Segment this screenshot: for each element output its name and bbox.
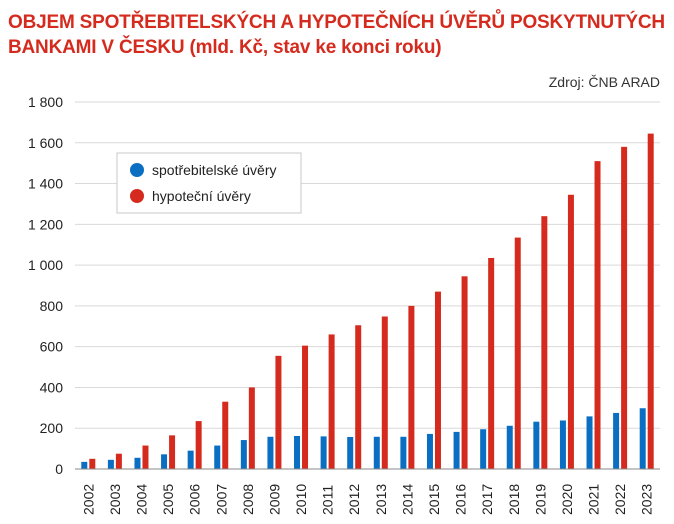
- x-tick-label: 2019: [532, 484, 548, 515]
- x-tick-label: 2005: [160, 484, 176, 515]
- bars: [81, 133, 654, 469]
- bar-hypotecni-2010: [302, 345, 309, 469]
- x-tick-label: 2003: [107, 484, 123, 515]
- x-tick-label: 2023: [639, 484, 655, 515]
- bar-hypotecni-2002: [89, 458, 96, 469]
- y-tick-label: 1 800: [28, 94, 63, 110]
- y-tick-label: 800: [40, 298, 64, 314]
- x-tick-label: 2017: [479, 484, 495, 515]
- bar-spotrebitelske-2022: [613, 412, 620, 469]
- bar-spotrebitelske-2013: [373, 436, 380, 469]
- x-tick-label: 2007: [213, 484, 229, 515]
- bar-hypotecni-2013: [381, 316, 388, 469]
- x-tick-label: 2020: [559, 484, 575, 515]
- bar-spotrebitelske-2018: [506, 425, 513, 469]
- y-tick-label: 400: [40, 379, 64, 395]
- x-tick-label: 2004: [133, 484, 149, 515]
- x-tick-label: 2010: [293, 484, 309, 515]
- legend-marker-hypotecni: [130, 189, 144, 203]
- y-tick-label: 0: [55, 461, 63, 477]
- bar-hypotecni-2006: [195, 421, 202, 469]
- x-axis-ticks: 2002 2003 2004 2005 2006 2007 2008 2009 2010 2011…: [80, 484, 654, 515]
- x-tick-label: 2008: [240, 484, 256, 515]
- bar-spotrebitelske-2021: [586, 416, 593, 469]
- x-tick-label: 2013: [373, 484, 389, 515]
- x-tick-label: 2012: [346, 484, 362, 515]
- bar-hypotecni-2018: [514, 237, 521, 469]
- bar-hypotecni-2019: [541, 216, 548, 469]
- legend-box: [116, 152, 302, 214]
- bar-hypotecni-2017: [488, 257, 495, 469]
- x-tick-label: 2009: [266, 484, 282, 515]
- bar-spotrebitelske-2007: [214, 445, 221, 469]
- bar-spotrebitelske-2009: [267, 436, 274, 469]
- bar-hypotecni-2009: [275, 355, 282, 469]
- x-tick-label: 2014: [399, 484, 415, 515]
- x-tick-label: 2015: [426, 484, 442, 515]
- y-axis-ticks: 0 200 400 600 800 1 000 1 200 1 400 1 600 1 800: [28, 94, 63, 477]
- bar-spotrebitelske-2010: [294, 435, 301, 469]
- x-tick-label: 2021: [586, 484, 602, 515]
- bar-spotrebitelske-2011: [320, 436, 327, 469]
- bar-hypotecni-2021: [594, 161, 601, 469]
- x-tick-label: 2018: [506, 484, 522, 515]
- bar-hypotecni-2023: [647, 133, 654, 469]
- bar-spotrebitelske-2016: [453, 431, 460, 469]
- bar-hypotecni-2005: [169, 435, 176, 469]
- x-tick-label: 2022: [612, 484, 628, 515]
- x-tick-label: 2011: [320, 485, 336, 515]
- x-tick-label: 2006: [187, 484, 203, 515]
- bar-spotrebitelske-2014: [400, 436, 407, 469]
- bar-hypotecni-2015: [434, 291, 441, 469]
- legend-label-hypotecni: hypoteční úvěry: [152, 188, 251, 204]
- bar-spotrebitelske-2023: [639, 408, 646, 469]
- chart-title-line-1: OBJEM SPOTŘEBITELSKÝCH A HYPOTEČNÍCH ÚVĚ…: [8, 12, 665, 33]
- x-tick-label: 2002: [80, 484, 96, 515]
- chart-title-line-2: BANKAMI V ČESKU (mld. Kč, stav ke konci …: [8, 37, 442, 58]
- legend: spotřebitelské úvěry hypoteční úvěry: [116, 152, 302, 214]
- bar-hypotecni-2020: [567, 194, 574, 469]
- y-tick-label: 1 000: [28, 257, 63, 273]
- bar-spotrebitelske-2015: [426, 433, 433, 469]
- bar-spotrebitelske-2019: [533, 421, 540, 469]
- y-tick-label: 1 600: [28, 135, 63, 151]
- bar-hypotecni-2016: [461, 276, 468, 469]
- bar-hypotecni-2014: [408, 305, 415, 469]
- x-tick-label: 2016: [453, 484, 469, 515]
- bar-hypotecni-2004: [142, 445, 149, 469]
- bar-hypotecni-2022: [621, 146, 628, 469]
- chart-title: OBJEM SPOTŘEBITELSKÝCH A HYPOTEČNÍCH ÚVĚ…: [8, 10, 668, 60]
- bar-hypotecni-2008: [248, 387, 255, 469]
- bar-spotrebitelske-2002: [81, 461, 88, 469]
- source-note: Zdroj: ČNB ARAD: [548, 74, 660, 90]
- bar-hypotecni-2011: [328, 334, 335, 469]
- bar-spotrebitelske-2008: [240, 440, 247, 469]
- y-tick-label: 1 200: [28, 216, 63, 232]
- y-tick-label: 1 400: [28, 176, 63, 192]
- bar-spotrebitelske-2017: [480, 429, 487, 469]
- y-tick-label: 200: [40, 420, 64, 436]
- y-tick-label: 600: [40, 339, 64, 355]
- bar-spotrebitelske-2004: [134, 457, 141, 469]
- bar-spotrebitelske-2005: [161, 454, 168, 469]
- bar-hypotecni-2007: [222, 401, 229, 469]
- bar-hypotecni-2003: [115, 453, 122, 469]
- bar-spotrebitelske-2012: [347, 436, 354, 469]
- bar-spotrebitelske-2006: [187, 450, 194, 469]
- bar-spotrebitelske-2020: [559, 420, 566, 469]
- legend-label-spotrebitelske: spotřebitelské úvěry: [152, 162, 277, 178]
- legend-marker-spotrebitelske: [130, 163, 144, 177]
- bar-spotrebitelske-2003: [107, 459, 114, 469]
- bar-hypotecni-2012: [355, 325, 362, 469]
